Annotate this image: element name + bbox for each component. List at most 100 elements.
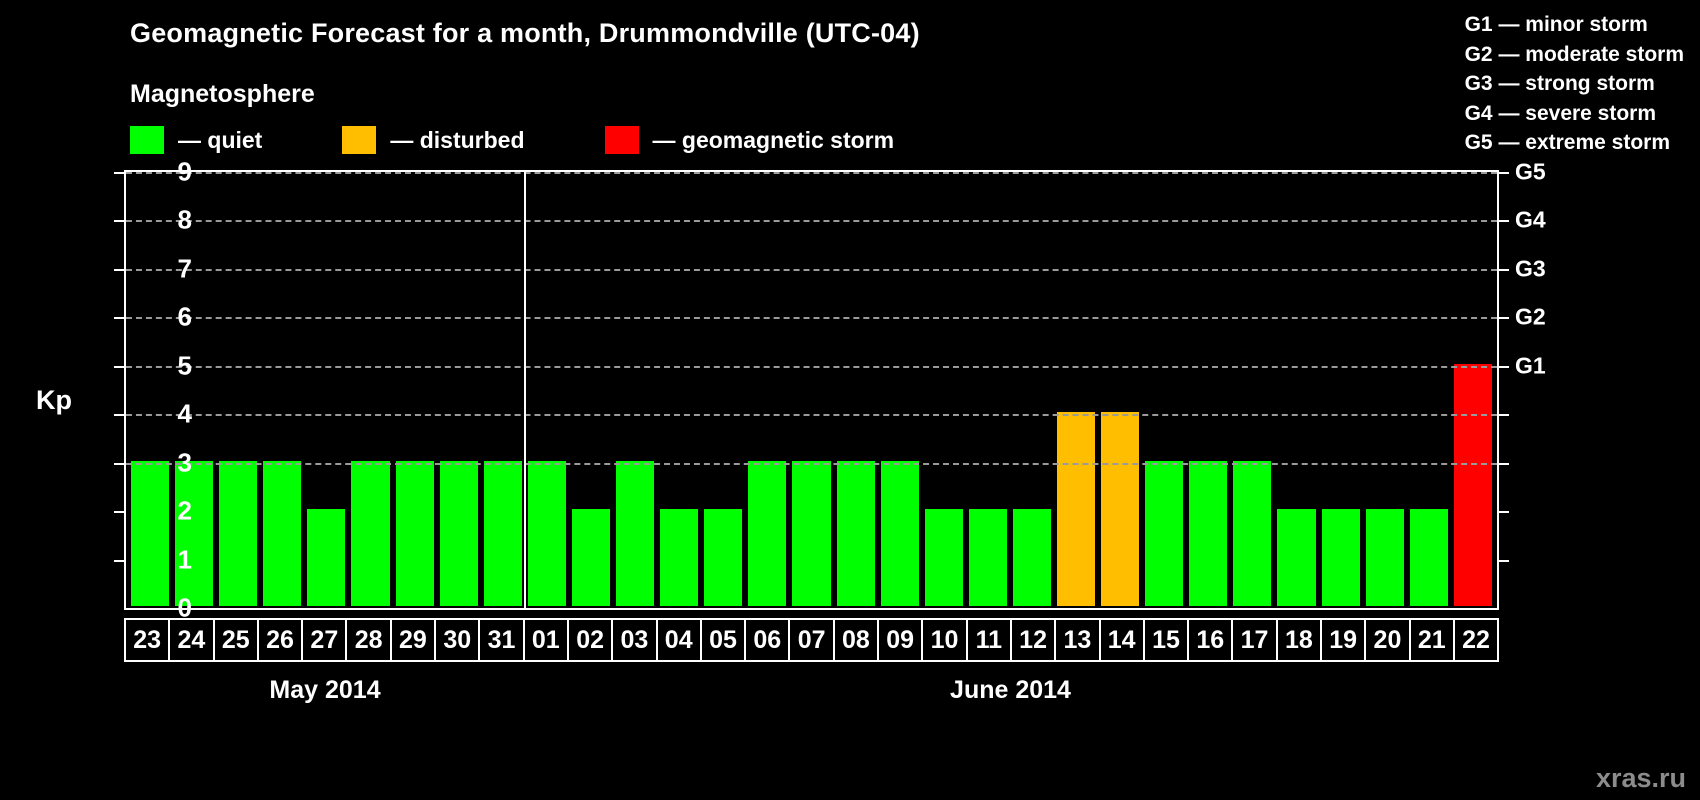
day-label-cell[interactable]: 20 <box>1364 618 1411 662</box>
day-label-cell[interactable]: 21 <box>1408 618 1455 662</box>
bar-cell[interactable] <box>1363 174 1407 606</box>
g-tick-mark <box>1499 317 1509 320</box>
day-label-cell[interactable]: 07 <box>788 618 835 662</box>
day-label-cell[interactable]: 04 <box>655 618 702 662</box>
bar-june-02[interactable] <box>571 509 611 606</box>
bar-june-21[interactable] <box>1409 509 1448 606</box>
day-label-cell[interactable]: 05 <box>699 618 747 662</box>
bar-may-30[interactable] <box>439 460 478 606</box>
day-label-cell[interactable]: 19 <box>1320 618 1367 662</box>
bar-june-16[interactable] <box>1189 460 1228 606</box>
bar-june-08[interactable] <box>836 460 875 606</box>
bar-cell[interactable] <box>1054 174 1098 606</box>
day-label-cell[interactable]: 14 <box>1098 618 1145 662</box>
bar-june-10[interactable] <box>924 509 963 606</box>
day-label-cell[interactable]: 03 <box>611 618 658 662</box>
bar-may-28[interactable] <box>351 460 390 606</box>
day-label-cell[interactable]: 13 <box>1054 618 1101 662</box>
day-label-cell[interactable]: 25 <box>212 618 259 662</box>
bar-june-14[interactable] <box>1101 412 1140 606</box>
bar-cell[interactable] <box>525 174 569 606</box>
bar-june-06[interactable] <box>748 460 787 606</box>
bar-june-11[interactable] <box>968 509 1007 606</box>
day-label-cell[interactable]: 11 <box>965 618 1012 662</box>
day-label-cell[interactable]: 22 <box>1452 618 1500 662</box>
bar-cell[interactable] <box>745 174 789 606</box>
day-label-cell[interactable]: 30 <box>434 618 481 662</box>
bar-cell[interactable] <box>834 174 878 606</box>
bar-cell[interactable] <box>1274 174 1318 606</box>
bar-june-12[interactable] <box>1012 509 1051 606</box>
bar-cell[interactable] <box>128 174 172 606</box>
day-label-cell[interactable]: 01 <box>522 618 569 662</box>
bar-cell[interactable] <box>701 174 745 606</box>
bar-june-03[interactable] <box>616 460 655 606</box>
day-label-cell[interactable]: 31 <box>478 618 525 662</box>
bar-cell[interactable] <box>569 174 613 606</box>
day-label-cell[interactable]: 15 <box>1142 618 1190 662</box>
day-label-cell[interactable]: 26 <box>256 618 304 662</box>
day-label-cell[interactable]: 09 <box>877 618 924 662</box>
bar-june-01[interactable] <box>527 460 566 606</box>
bar-june-05[interactable] <box>704 509 743 606</box>
bar-cell[interactable] <box>304 174 348 606</box>
bar-cell[interactable] <box>437 174 481 606</box>
day-label-cell[interactable]: 08 <box>832 618 880 662</box>
day-label-cell[interactable]: 18 <box>1275 618 1323 662</box>
day-label-cell[interactable]: 02 <box>566 618 614 662</box>
bar-cell[interactable] <box>393 174 437 606</box>
bar-may-29[interactable] <box>395 460 434 606</box>
g-tick-label-G1: G1 <box>1515 352 1546 379</box>
bar-cell[interactable] <box>1186 174 1230 606</box>
bar-may-23[interactable] <box>131 460 170 606</box>
bar-cell[interactable] <box>481 174 525 606</box>
bar-june-04[interactable] <box>660 509 699 606</box>
bar-may-31[interactable] <box>483 460 522 606</box>
day-label-cell[interactable]: 17 <box>1231 618 1278 662</box>
bar-cell[interactable] <box>1319 174 1363 606</box>
day-label: 20 <box>1373 625 1402 654</box>
bar-cell[interactable] <box>966 174 1010 606</box>
gridline <box>126 268 1497 271</box>
bar-cell[interactable] <box>260 174 304 606</box>
bar-may-26[interactable] <box>263 460 302 606</box>
bar-cell[interactable] <box>1010 174 1054 606</box>
bar-cell[interactable] <box>348 174 392 606</box>
day-label-cell[interactable]: 27 <box>301 618 348 662</box>
bar-june-13[interactable] <box>1056 412 1096 606</box>
day-label-cell[interactable]: 16 <box>1187 618 1234 662</box>
bar-cell[interactable] <box>216 174 260 606</box>
bar-cell[interactable] <box>1098 174 1142 606</box>
day-label-cell[interactable]: 28 <box>345 618 392 662</box>
y-tick-mark <box>114 365 124 368</box>
bar-cell[interactable] <box>878 174 922 606</box>
bar-cell[interactable] <box>789 174 833 606</box>
day-label-cell[interactable]: 10 <box>921 618 968 662</box>
bar-cell[interactable] <box>1142 174 1186 606</box>
day-label-cell[interactable]: 29 <box>389 618 437 662</box>
bar-may-27[interactable] <box>307 509 346 606</box>
bar-june-20[interactable] <box>1365 509 1404 606</box>
bar-may-24[interactable] <box>175 460 214 606</box>
bar-june-15[interactable] <box>1145 460 1184 606</box>
bar-cell[interactable] <box>1451 174 1495 606</box>
bar-cell[interactable] <box>172 174 216 606</box>
bar-june-07[interactable] <box>792 460 831 606</box>
bar-cell[interactable] <box>922 174 966 606</box>
bar-june-17[interactable] <box>1233 460 1272 606</box>
bar-june-19[interactable] <box>1321 509 1360 606</box>
day-label-cell[interactable]: 12 <box>1009 618 1057 662</box>
g-scale-row: G3 — strong storm <box>1464 72 1655 95</box>
bar-cell[interactable] <box>1230 174 1274 606</box>
day-label-cell[interactable]: 24 <box>168 618 215 662</box>
bar-june-18[interactable] <box>1277 509 1316 606</box>
g-tick-label-G2: G2 <box>1515 303 1546 330</box>
bar-may-25[interactable] <box>219 460 258 606</box>
bar-cell[interactable] <box>613 174 657 606</box>
day-label-cell[interactable]: 23 <box>124 618 171 662</box>
bar-cell[interactable] <box>1407 174 1451 606</box>
day-label-cell[interactable]: 06 <box>744 618 791 662</box>
bar-june-09[interactable] <box>880 460 919 606</box>
bar-cell[interactable] <box>657 174 701 606</box>
bar-june-22[interactable] <box>1453 363 1492 606</box>
